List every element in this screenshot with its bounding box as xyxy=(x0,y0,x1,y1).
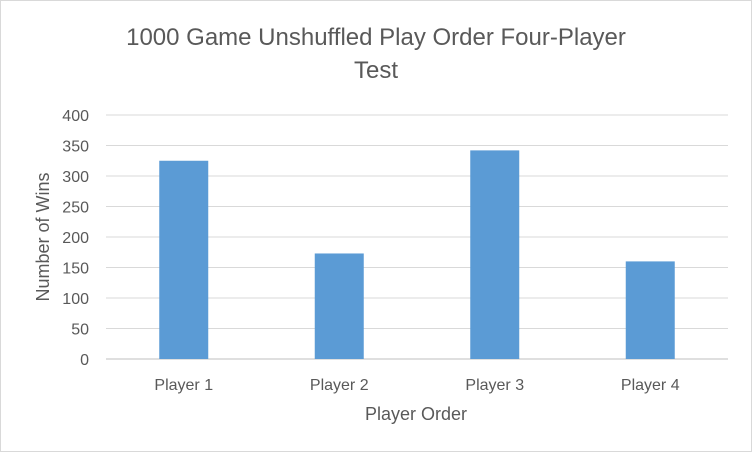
x-axis-title: Player Order xyxy=(365,404,467,424)
x-tick-label: Player 2 xyxy=(310,377,369,394)
x-tick-labels: Player 1 Player 2 Player 3 Player 4 xyxy=(154,377,679,394)
bar xyxy=(314,253,364,359)
bar xyxy=(470,150,520,359)
y-tick-label: 0 xyxy=(80,352,89,369)
y-tick-label: 400 xyxy=(62,108,89,125)
y-axis-title: Number of Wins xyxy=(33,172,53,301)
y-tick-label: 200 xyxy=(62,230,89,247)
y-tick-labels: 0 50 100 150 200 250 300 350 400 xyxy=(62,108,89,369)
y-tick-label: 150 xyxy=(62,261,89,278)
bars xyxy=(159,150,675,359)
y-tick-label: 50 xyxy=(71,322,89,339)
x-tick-label: Player 4 xyxy=(621,377,680,394)
y-tick-label: 300 xyxy=(62,169,89,186)
x-tick-label: Player 3 xyxy=(465,377,524,394)
chart-title-line-2: Test xyxy=(353,57,398,84)
x-tick-label: Player 1 xyxy=(154,377,213,394)
y-tick-label: 100 xyxy=(62,291,89,308)
gridlines xyxy=(106,114,728,360)
y-tick-label: 250 xyxy=(62,200,89,217)
chart-title-line-1: 1000 Game Unshuffled Play Order Four-Pla… xyxy=(126,24,626,51)
chart-title: 1000 Game Unshuffled Play Order Four-Pla… xyxy=(1,21,751,87)
bar xyxy=(159,160,209,359)
y-tick-label: 350 xyxy=(62,139,89,156)
bar xyxy=(625,261,675,359)
